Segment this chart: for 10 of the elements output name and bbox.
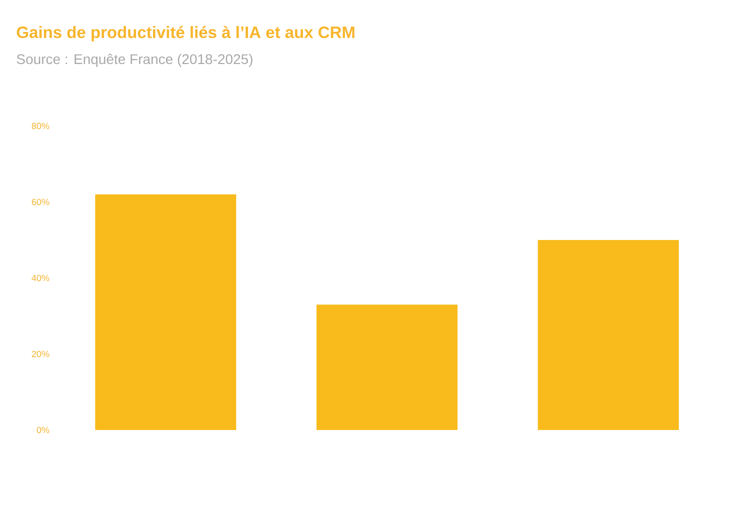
chart-title: Gains de productivité liés à l’IA et aux CRM	[16, 26, 354, 42]
bar	[538, 240, 679, 430]
y-tick-label: 20%	[32, 350, 50, 358]
y-tick-label: 0%	[36, 426, 50, 434]
y-tick-label: 60%	[32, 198, 50, 206]
bar	[95, 194, 236, 430]
y-tick-label: 40%	[32, 274, 50, 282]
bar	[316, 304, 458, 430]
chart-subtitle: Source : Enquête France (2018-2025)	[16, 54, 252, 67]
y-tick-label: 80%	[32, 122, 50, 130]
